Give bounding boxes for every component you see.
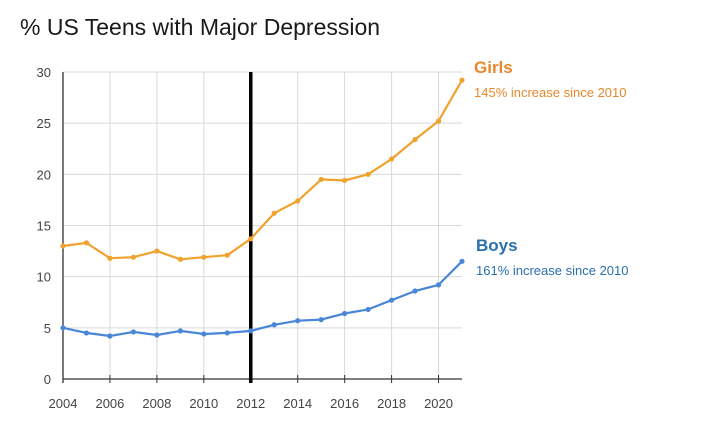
x-tick-label-2016: 2016 [330,396,359,411]
data-point-boys-2012 [248,328,254,334]
y-tick-label-25: 25 [37,116,51,131]
data-point-girls-2008 [154,248,160,254]
x-tick-label-2014: 2014 [283,396,312,411]
data-point-girls-2006 [107,255,113,261]
chart-title: % US Teens with Major Depression [20,14,381,40]
data-point-girls-2015 [318,176,324,183]
axes: 0 5 10 15 20 25 30 2004 2006 2008 2010 2012 2014 2016… [37,65,462,411]
y-tick-label-15: 15 [37,219,51,234]
data-point-girls-2018 [388,156,395,162]
data-point-girls-2010 [201,254,207,260]
data-point-boys-2018 [388,297,395,303]
x-tick-label-2010: 2010 [189,396,218,411]
series-label-girls: Girls [474,58,513,77]
data-point-boys-2011 [224,330,230,336]
data-point-boys-2007 [130,329,137,335]
y-tick-label-10: 10 [37,270,51,285]
y-tick-label-0: 0 [44,372,51,387]
series-labels: Girls 145% increase since 2010 Boys 161% in… [474,58,629,278]
data-point-girls-2013 [271,210,277,216]
y-tick-label-5: 5 [44,321,51,336]
data-point-girls-2011 [224,252,230,258]
data-point-girls-2014 [295,198,301,204]
data-point-girls-2009 [177,256,183,262]
data-point-boys-2006 [107,333,113,339]
data-point-girls-2007 [130,254,137,260]
y-tick-label-20: 20 [37,167,51,182]
series-line-boys [62,260,463,338]
series-note-girls: 145% increase since 2010 [474,85,627,100]
data-point-girls-2017 [365,171,371,177]
x-tick-label-2018: 2018 [377,396,406,411]
data-point-girls-2019 [412,136,418,143]
data-point-girls-2016 [342,177,348,184]
data-point-boys-2017 [365,306,371,313]
data-point-boys-2004 [60,325,66,331]
series-line-girls [62,79,463,261]
data-point-girls-2020 [435,118,442,124]
data-point-boys-2020 [435,282,442,288]
data-point-boys-2009 [177,328,183,334]
y-tick-label-30: 30 [37,65,51,80]
x-tick-label-2004: 2004 [49,396,78,411]
data-point-girls-2012 [248,236,254,242]
series-note-boys: 161% increase since 2010 [476,263,629,278]
x-tick-label-2006: 2006 [95,396,124,411]
series-label-boys: Boys [476,236,518,255]
data-point-boys-2016 [342,310,348,317]
data-point-boys-2021 [459,258,465,264]
series [60,77,465,339]
data-point-girls-2005 [83,240,90,246]
x-tick-label-2020: 2020 [424,396,453,411]
data-point-boys-2008 [154,332,160,338]
data-point-boys-2010 [201,331,207,337]
data-point-boys-2019 [412,288,418,294]
data-point-boys-2005 [83,330,90,336]
data-point-boys-2015 [318,317,324,323]
x-tick-label-2012: 2012 [236,396,265,411]
data-point-boys-2014 [295,318,301,324]
data-point-girls-2021 [459,77,465,83]
data-point-girls-2004 [60,243,66,249]
x-tick-label-2008: 2008 [142,396,171,411]
data-point-boys-2013 [271,322,277,328]
